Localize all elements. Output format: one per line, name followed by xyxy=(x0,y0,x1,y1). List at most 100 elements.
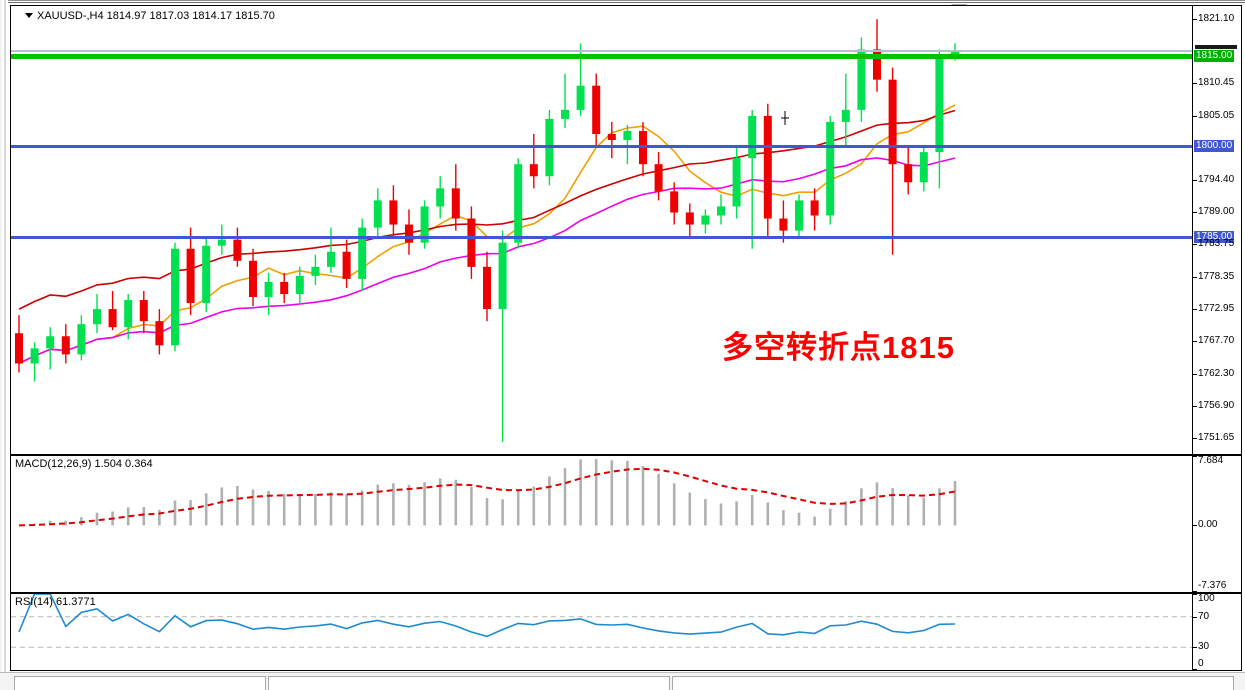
price-axis[interactable]: 1821.10 1815.00 1810.45 1805.05 1800.00 1794.… xyxy=(1192,6,1241,454)
candle-body xyxy=(77,324,86,355)
macd-axis-tick xyxy=(1193,456,1197,457)
rsi-title: RSI(14) 61.3771 xyxy=(15,596,96,608)
candle-body xyxy=(935,55,944,153)
window-left-edge xyxy=(0,0,8,672)
candle-body xyxy=(249,260,257,298)
price-axis-tick xyxy=(1193,115,1197,117)
rsi-pane[interactable]: RSI(14) 61.3771 100 70 30 0 xyxy=(10,593,1242,671)
macd-plot-area[interactable] xyxy=(11,456,1192,592)
candle-body xyxy=(810,200,819,216)
candle-body xyxy=(701,215,710,225)
candle-body xyxy=(904,164,913,183)
candle-body xyxy=(155,321,164,346)
candle-body xyxy=(732,158,741,207)
macd-pane[interactable]: MACD(12,26,9) 1.504 0.364 7.684 0.00 -7.37… xyxy=(10,455,1242,593)
candle-body xyxy=(826,121,835,216)
status-segment-right[interactable] xyxy=(672,676,1234,690)
candle-body xyxy=(592,85,601,134)
candle-body xyxy=(61,336,70,355)
price-level-resistance-1815[interactable] xyxy=(11,53,1192,59)
price-axis-tick xyxy=(1193,82,1197,84)
price-badge-1815-00[interactable]: 1815.00 xyxy=(1194,49,1235,62)
rsi-axis-label: 30 xyxy=(1198,641,1210,653)
candle-body xyxy=(717,206,725,216)
symbol-header: XAUUSD-,H4 1814.97 1817.03 1814.17 1815.… xyxy=(25,10,275,22)
candle-body xyxy=(373,200,382,228)
candle-body xyxy=(93,309,101,325)
candle-body xyxy=(561,109,569,119)
symbol-header-text: XAUUSD-,H4 1814.97 1817.03 1814.17 1815.… xyxy=(37,10,275,22)
price-level-level-1800[interactable] xyxy=(11,145,1192,149)
candle-body xyxy=(46,336,55,349)
candle-body xyxy=(607,134,616,141)
macd-axis[interactable]: 7.684 0.00 -7.376 xyxy=(1192,456,1241,592)
macd-axis-label: 0.00 xyxy=(1198,519,1218,531)
price-level-bid-line[interactable] xyxy=(11,50,1192,53)
candle-body xyxy=(670,191,679,213)
macd-axis-tick xyxy=(1193,525,1197,527)
rsi-plot-area[interactable] xyxy=(11,594,1192,670)
price-axis-label: 1778.35 xyxy=(1198,270,1235,282)
price-axis-label: 1762.30 xyxy=(1198,367,1235,379)
rsi-axis[interactable]: 100 70 30 0 xyxy=(1192,594,1241,670)
rsi-line xyxy=(18,594,956,638)
candle-body xyxy=(295,275,304,294)
candle-body xyxy=(919,152,928,183)
candle-body xyxy=(124,300,133,328)
candle-body xyxy=(202,245,211,304)
rsi-axis-tick xyxy=(1193,594,1197,595)
bid-price-marker xyxy=(1195,44,1237,49)
status-bar xyxy=(0,672,1245,690)
macd-signal-line xyxy=(18,467,956,527)
candle-body xyxy=(420,206,429,243)
price-axis-tick xyxy=(1193,438,1197,439)
status-segment-left[interactable] xyxy=(14,676,266,690)
macd-axis-label: -7.376 xyxy=(1198,580,1227,591)
price-axis-tick xyxy=(1193,309,1197,311)
candle-body xyxy=(763,115,772,219)
price-axis-tick xyxy=(1193,179,1197,181)
price-axis-tick xyxy=(1193,18,1197,20)
candle-body xyxy=(264,281,273,298)
price-level-level-1785[interactable] xyxy=(11,235,1192,239)
price-axis-label: 1751.65 xyxy=(1198,432,1235,443)
price-pane[interactable]: XAUUSD-,H4 1814.97 1817.03 1814.17 1815.… xyxy=(10,5,1242,455)
price-badge-1785-00[interactable]: 1785.00 xyxy=(1194,230,1235,243)
candle-body xyxy=(483,266,491,310)
candle-body xyxy=(108,309,117,328)
candle-body xyxy=(139,300,148,322)
price-plot-area[interactable] xyxy=(11,6,1192,454)
candle-body xyxy=(873,49,881,80)
chart-annotation-text[interactable]: 多空转折点1815 xyxy=(722,330,955,365)
price-badge-1800-00[interactable]: 1800.00 xyxy=(1194,140,1235,153)
price-axis-label: 1794.40 xyxy=(1198,173,1235,185)
rsi-axis-label: 70 xyxy=(1198,610,1210,622)
candle-body xyxy=(529,164,538,177)
rsi-axis-label: 0 xyxy=(1198,658,1204,669)
price-axis-label: 1767.70 xyxy=(1198,335,1235,347)
price-candles-svg xyxy=(15,19,959,442)
price-axis-label: 1821.10 xyxy=(1198,12,1235,24)
price-axis-label: 1805.05 xyxy=(1198,109,1235,121)
price-axis-label: 1810.45 xyxy=(1198,76,1235,88)
candle-body xyxy=(171,248,179,346)
macd-svg xyxy=(18,459,957,527)
candle-body xyxy=(514,164,523,243)
candle-body xyxy=(186,248,195,304)
candle-body xyxy=(888,79,897,165)
status-segment-mid[interactable] xyxy=(268,676,670,690)
candle-body xyxy=(748,115,757,159)
candle-body xyxy=(358,227,367,279)
window-top-rule xyxy=(8,0,1245,4)
candle-body xyxy=(498,242,507,310)
chart-cursor-icon xyxy=(781,111,789,125)
price-axis-tick xyxy=(1193,373,1197,375)
candle-body xyxy=(389,200,398,225)
candle-body xyxy=(342,251,351,279)
price-axis-tick xyxy=(1193,341,1197,343)
candle-body xyxy=(623,130,632,141)
rsi-axis-label: 100 xyxy=(1198,593,1215,604)
candle-body xyxy=(857,49,866,110)
price-axis-tick xyxy=(1193,276,1197,278)
chevron-down-icon[interactable] xyxy=(25,12,33,18)
